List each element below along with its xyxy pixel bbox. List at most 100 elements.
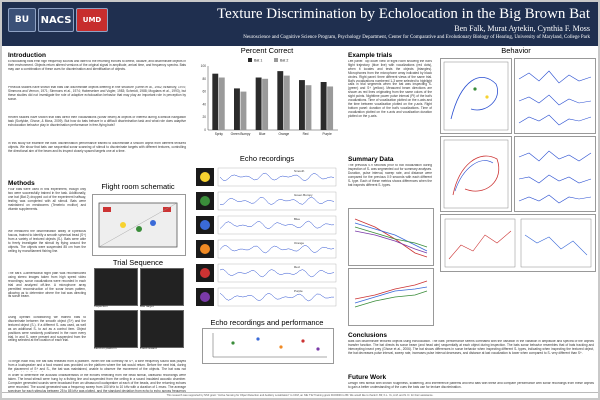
echo-recordings-panel: Smooth Green Bumpy Blue Orange Red Purple <box>196 167 337 307</box>
poster-authors: Ben Falk, Murat Aytekin, Cynthia F. Moss <box>454 24 590 33</box>
echo-trace-box <box>217 239 337 259</box>
echo-trace <box>219 172 335 181</box>
methods-paragraph-3: The bat's 3-dimensional flight path was … <box>8 272 86 299</box>
bar <box>262 78 269 130</box>
conclusions-text: Bats can discriminate textured objects u… <box>348 340 594 355</box>
heading-percent-correct: Percent Correct <box>240 46 294 55</box>
summary-data-text: The previous 0.9 seconds prior to bat vo… <box>348 164 432 187</box>
heading-behavior: Behavior <box>501 46 531 55</box>
heading-methods: Methods <box>8 180 35 187</box>
echo-row-label: Green Bumpy <box>294 193 313 197</box>
bar <box>277 71 284 130</box>
echo-row-label: Purple <box>294 289 303 293</box>
trial-label-bite: Bite target <box>140 304 154 308</box>
y-tick-label: 80 <box>202 77 206 81</box>
echo-trace <box>219 244 335 254</box>
echo-object-bead <box>200 172 210 182</box>
methods-paragraph-4: Using operant conditioning we trained ba… <box>8 316 86 343</box>
poster-header: BU NACS UMD Texture Discrimination by Ec… <box>2 2 598 46</box>
legend-label: Bat 2 <box>280 59 288 63</box>
poster-title: Texture Discrimination by Echolocation i… <box>216 6 590 22</box>
echo-object-bead <box>200 268 210 278</box>
echo-trace-box <box>217 167 337 187</box>
behavior-bottom-charts <box>440 214 596 272</box>
y-tick-label: 100 <box>201 64 207 68</box>
x-tick-label: Orange <box>279 132 290 136</box>
poster-affiliation: Neuroscience and Cognitive Science Progr… <box>243 35 590 40</box>
echo-object-bead <box>200 244 210 254</box>
echo-trace-box <box>217 215 337 235</box>
poster-footer: This research was supported by NSF grant… <box>2 392 598 398</box>
bar <box>327 86 334 130</box>
methods-paragraph-2: We measured the discrimination ability o… <box>8 230 86 253</box>
y-tick-label: 40 <box>202 102 206 106</box>
methods-paragraph-6: In order to determine the acoustic chara… <box>8 374 186 392</box>
echo-performance-chart <box>202 328 334 364</box>
heading-introduction: Introduction <box>8 52 46 59</box>
echo-trace <box>219 268 335 278</box>
x-tick-label: Blue <box>259 132 266 136</box>
bar <box>234 88 240 130</box>
bar <box>212 73 219 130</box>
bar <box>320 82 327 130</box>
methods-paragraph-5: To begin each trial, the bat was release… <box>8 360 186 372</box>
echo-row-label: Red <box>294 265 300 269</box>
heading-future-work: Future Work <box>348 374 387 381</box>
bar <box>255 77 262 130</box>
heading-trial-sequence: Trial Sequence <box>112 258 164 267</box>
percent-correct-chart: 0 20 40 60 80 100 Bat 1 Bat 2 Sprky Green Bumpy Bl… <box>201 58 338 136</box>
logo-3: UMD <box>76 8 108 32</box>
example-trials-text: Left panel: Top down view of flight room… <box>348 60 432 118</box>
heading-conclusions: Conclusions <box>348 332 388 339</box>
x-tick-label: Green Bumpy <box>231 132 251 136</box>
x-tick-label: Red <box>303 132 309 136</box>
trial-label-inspection: Inspection <box>94 304 108 308</box>
legend-swatch <box>274 58 278 62</box>
echo-trace-box <box>217 287 337 307</box>
y-tick-label: 20 <box>202 115 206 119</box>
echo-row-label: Blue <box>294 217 300 221</box>
echo-object-bead <box>200 292 210 302</box>
bar <box>283 75 290 130</box>
bar <box>299 80 305 130</box>
echo-row-label: Orange <box>294 241 304 245</box>
behavior-flight-path-1 <box>440 58 512 134</box>
x-tick-label: Sprky <box>215 132 224 136</box>
summary-line-chart-2 <box>348 268 434 326</box>
behavior-traces-2 <box>514 136 596 212</box>
heading-echo-recordings: Echo recordings <box>239 154 295 163</box>
future-work-text: Design new stimuli with known roughness,… <box>348 382 594 389</box>
trial-photo-reward <box>140 310 184 348</box>
echo-row-label: Smooth <box>294 169 305 173</box>
methods-paragraph-1: Four bats were used in this experiment, … <box>8 188 86 211</box>
echo-trace <box>219 220 335 230</box>
y-tick-label: 60 <box>202 90 206 94</box>
echo-object-bead <box>200 196 210 206</box>
trial-photo-land <box>94 310 138 348</box>
trial-photo-inspection <box>94 268 138 306</box>
bar <box>305 85 312 130</box>
echo-trace-box <box>217 191 337 211</box>
trial-photo-bite <box>140 268 184 306</box>
trial-label-land: Land on platform <box>94 346 117 350</box>
intro-paragraph-2: Previous studies have shown that bats ca… <box>8 86 186 101</box>
echo-object-bead <box>200 220 210 230</box>
heading-echo-performance: Echo recordings and performance <box>210 318 324 327</box>
logo-nacs: NACS <box>38 8 74 32</box>
legend-label: Bat 1 <box>254 59 262 63</box>
y-tick-label: 0 <box>204 128 206 132</box>
heading-example-trials: Example trials <box>348 52 393 59</box>
echo-trace <box>219 292 334 302</box>
legend-swatch <box>248 58 252 62</box>
heading-flight-room: Flight room schematic <box>101 182 175 191</box>
summary-line-chart-1 <box>348 208 434 266</box>
x-tick-label: Purple <box>323 132 332 136</box>
intro-paragraph-1: Echolocating bats emit high frequency so… <box>8 60 186 71</box>
flight-room-schematic <box>92 194 186 256</box>
behavior-traces-1 <box>514 58 596 134</box>
behavior-flight-path-2 <box>440 136 512 212</box>
intro-paragraph-4: In this study we examine the bats' discr… <box>8 142 186 153</box>
intro-paragraph-3: Recent studies have shown that bats dire… <box>8 116 186 127</box>
logo-1: BU <box>8 8 36 32</box>
